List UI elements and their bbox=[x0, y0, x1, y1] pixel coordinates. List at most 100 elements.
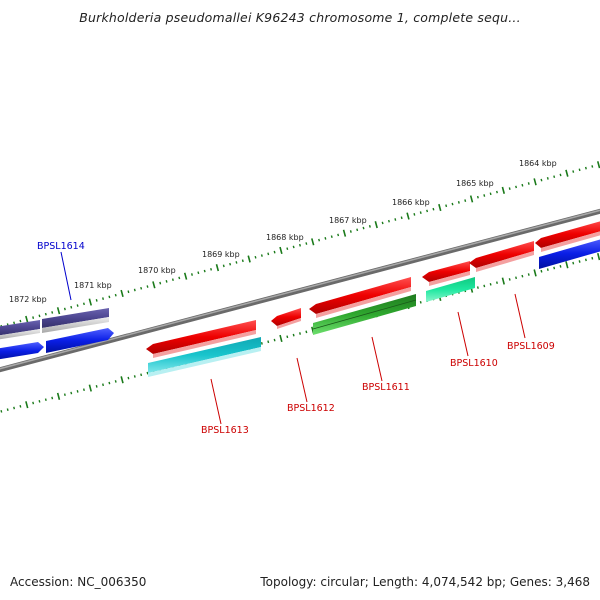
callout-line-bpsl1610 bbox=[457, 311, 469, 357]
outer-minor-tick bbox=[133, 288, 136, 292]
inner-minor-tick bbox=[419, 300, 422, 304]
outer-minor-tick bbox=[70, 305, 73, 309]
outer-major-tick bbox=[56, 307, 61, 315]
gene-feature-blue-a[interactable] bbox=[0, 342, 44, 360]
outer-minor-tick bbox=[235, 261, 238, 264]
outer-minor-tick bbox=[451, 202, 454, 206]
inner-minor-tick bbox=[133, 375, 136, 378]
scale-label-1864: 1864 kbp bbox=[519, 159, 557, 168]
outer-minor-tick bbox=[495, 190, 498, 194]
scale-label-1871: 1871 kbp bbox=[74, 281, 112, 290]
inner-minor-tick bbox=[146, 371, 149, 375]
outer-minor-tick bbox=[419, 211, 422, 214]
outer-minor-tick bbox=[381, 221, 384, 225]
inner-major-tick bbox=[120, 376, 124, 384]
gene-feature-bpsl1614[interactable] bbox=[42, 308, 109, 333]
inner-minor-tick bbox=[102, 383, 105, 387]
outer-minor-tick bbox=[349, 230, 352, 233]
outer-minor-tick bbox=[299, 243, 301, 247]
outer-minor-tick bbox=[572, 170, 575, 173]
inner-minor-tick bbox=[578, 260, 581, 263]
inner-minor-tick bbox=[572, 261, 575, 265]
inner-minor-tick bbox=[95, 385, 98, 388]
scale-label-1867: 1867 kbp bbox=[329, 216, 367, 225]
gene-feature-bpsl1611[interactable] bbox=[309, 277, 411, 318]
gene-label-bpsl1609[interactable]: BPSL1609 bbox=[507, 341, 555, 352]
outer-minor-tick bbox=[292, 245, 295, 249]
gene-feature-bpsl1609[interactable] bbox=[469, 241, 534, 272]
scale-label-1870: 1870 kbp bbox=[138, 266, 176, 275]
outer-minor-tick bbox=[553, 175, 556, 179]
gene-feature-bpsl1612[interactable] bbox=[271, 308, 301, 329]
outer-major-tick bbox=[25, 315, 29, 323]
inner-minor-tick bbox=[140, 373, 143, 377]
outer-minor-tick bbox=[413, 213, 416, 216]
inner-minor-tick bbox=[114, 380, 117, 383]
outer-minor-tick bbox=[38, 314, 41, 318]
outer-minor-tick bbox=[305, 242, 308, 245]
outer-major-tick bbox=[596, 161, 600, 169]
inner-minor-tick bbox=[305, 330, 308, 334]
inner-minor-tick bbox=[6, 408, 9, 412]
gene-feature-teal[interactable] bbox=[148, 337, 261, 377]
inner-major-tick bbox=[88, 384, 92, 392]
inner-minor-tick bbox=[496, 281, 498, 285]
inner-minor-tick bbox=[591, 256, 594, 260]
outer-minor-tick bbox=[508, 187, 511, 190]
gene-feature-bpsl1613[interactable] bbox=[146, 320, 256, 358]
inner-minor-tick bbox=[292, 333, 295, 337]
outer-minor-tick bbox=[400, 216, 403, 220]
gene-feature-red-edge[interactable] bbox=[535, 220, 600, 252]
scale-label-1869: 1869 kbp bbox=[202, 250, 240, 259]
gene-feature-mint[interactable] bbox=[426, 277, 475, 302]
outer-minor-tick bbox=[476, 195, 479, 199]
gene-label-bpsl1613[interactable]: BPSL1613 bbox=[201, 425, 249, 436]
outer-minor-tick bbox=[483, 194, 486, 197]
outer-minor-tick bbox=[260, 254, 263, 257]
inner-minor-tick bbox=[521, 274, 524, 278]
outer-major-tick bbox=[469, 195, 474, 203]
inner-minor-tick bbox=[70, 391, 73, 395]
inner-minor-tick bbox=[584, 258, 587, 262]
inner-minor-tick bbox=[38, 400, 41, 403]
outer-major-tick bbox=[152, 281, 156, 289]
outer-major-tick bbox=[88, 298, 93, 306]
outer-major-tick bbox=[533, 178, 537, 186]
outer-minor-tick bbox=[222, 264, 225, 268]
inner-minor-tick bbox=[44, 398, 47, 402]
outer-minor-tick bbox=[44, 312, 47, 316]
inner-minor-tick bbox=[527, 273, 530, 276]
inner-minor-tick bbox=[76, 390, 79, 393]
outer-major-tick bbox=[311, 238, 315, 246]
outer-minor-tick bbox=[356, 228, 359, 232]
outer-minor-tick bbox=[13, 321, 16, 325]
outer-minor-tick bbox=[267, 252, 270, 256]
gene-feature-blue-right[interactable] bbox=[539, 238, 600, 269]
gene-label-bpsl1612[interactable]: BPSL1612 bbox=[287, 403, 335, 414]
callout-line-bpsl1609 bbox=[514, 293, 526, 339]
outer-major-tick bbox=[565, 169, 569, 177]
outer-minor-tick bbox=[457, 201, 460, 204]
scale-labels: 1872 kbp 1871 kbp 1870 kbp 1869 kbp 1868… bbox=[9, 159, 557, 304]
outer-major-tick bbox=[183, 272, 188, 280]
inner-minor-tick bbox=[63, 393, 66, 397]
gene-label-bpsl1611[interactable]: BPSL1611 bbox=[362, 382, 410, 393]
gene-feature-blue-b[interactable] bbox=[46, 328, 114, 353]
outer-major-tick bbox=[342, 229, 347, 237]
outer-minor-tick bbox=[241, 259, 244, 263]
gene-feature-green[interactable] bbox=[312, 294, 417, 335]
inner-minor-tick bbox=[32, 401, 35, 405]
inner-minor-tick bbox=[51, 396, 54, 400]
inner-minor-tick bbox=[553, 266, 556, 270]
outer-minor-tick bbox=[102, 297, 105, 300]
callout-line-bpsl1613 bbox=[210, 378, 222, 425]
outer-tick-track bbox=[0, 161, 600, 328]
gene-label-bpsl1614[interactable]: BPSL1614 bbox=[37, 241, 85, 252]
inner-minor-tick bbox=[0, 409, 3, 413]
scale-label-1872: 1872 kbp bbox=[9, 295, 47, 304]
inner-minor-tick bbox=[508, 278, 511, 281]
gene-feature-purple-a[interactable] bbox=[0, 320, 40, 340]
outer-minor-tick bbox=[95, 299, 98, 302]
gene-feature-bpsl1610[interactable] bbox=[422, 261, 470, 286]
gene-label-bpsl1610[interactable]: BPSL1610 bbox=[450, 358, 498, 369]
